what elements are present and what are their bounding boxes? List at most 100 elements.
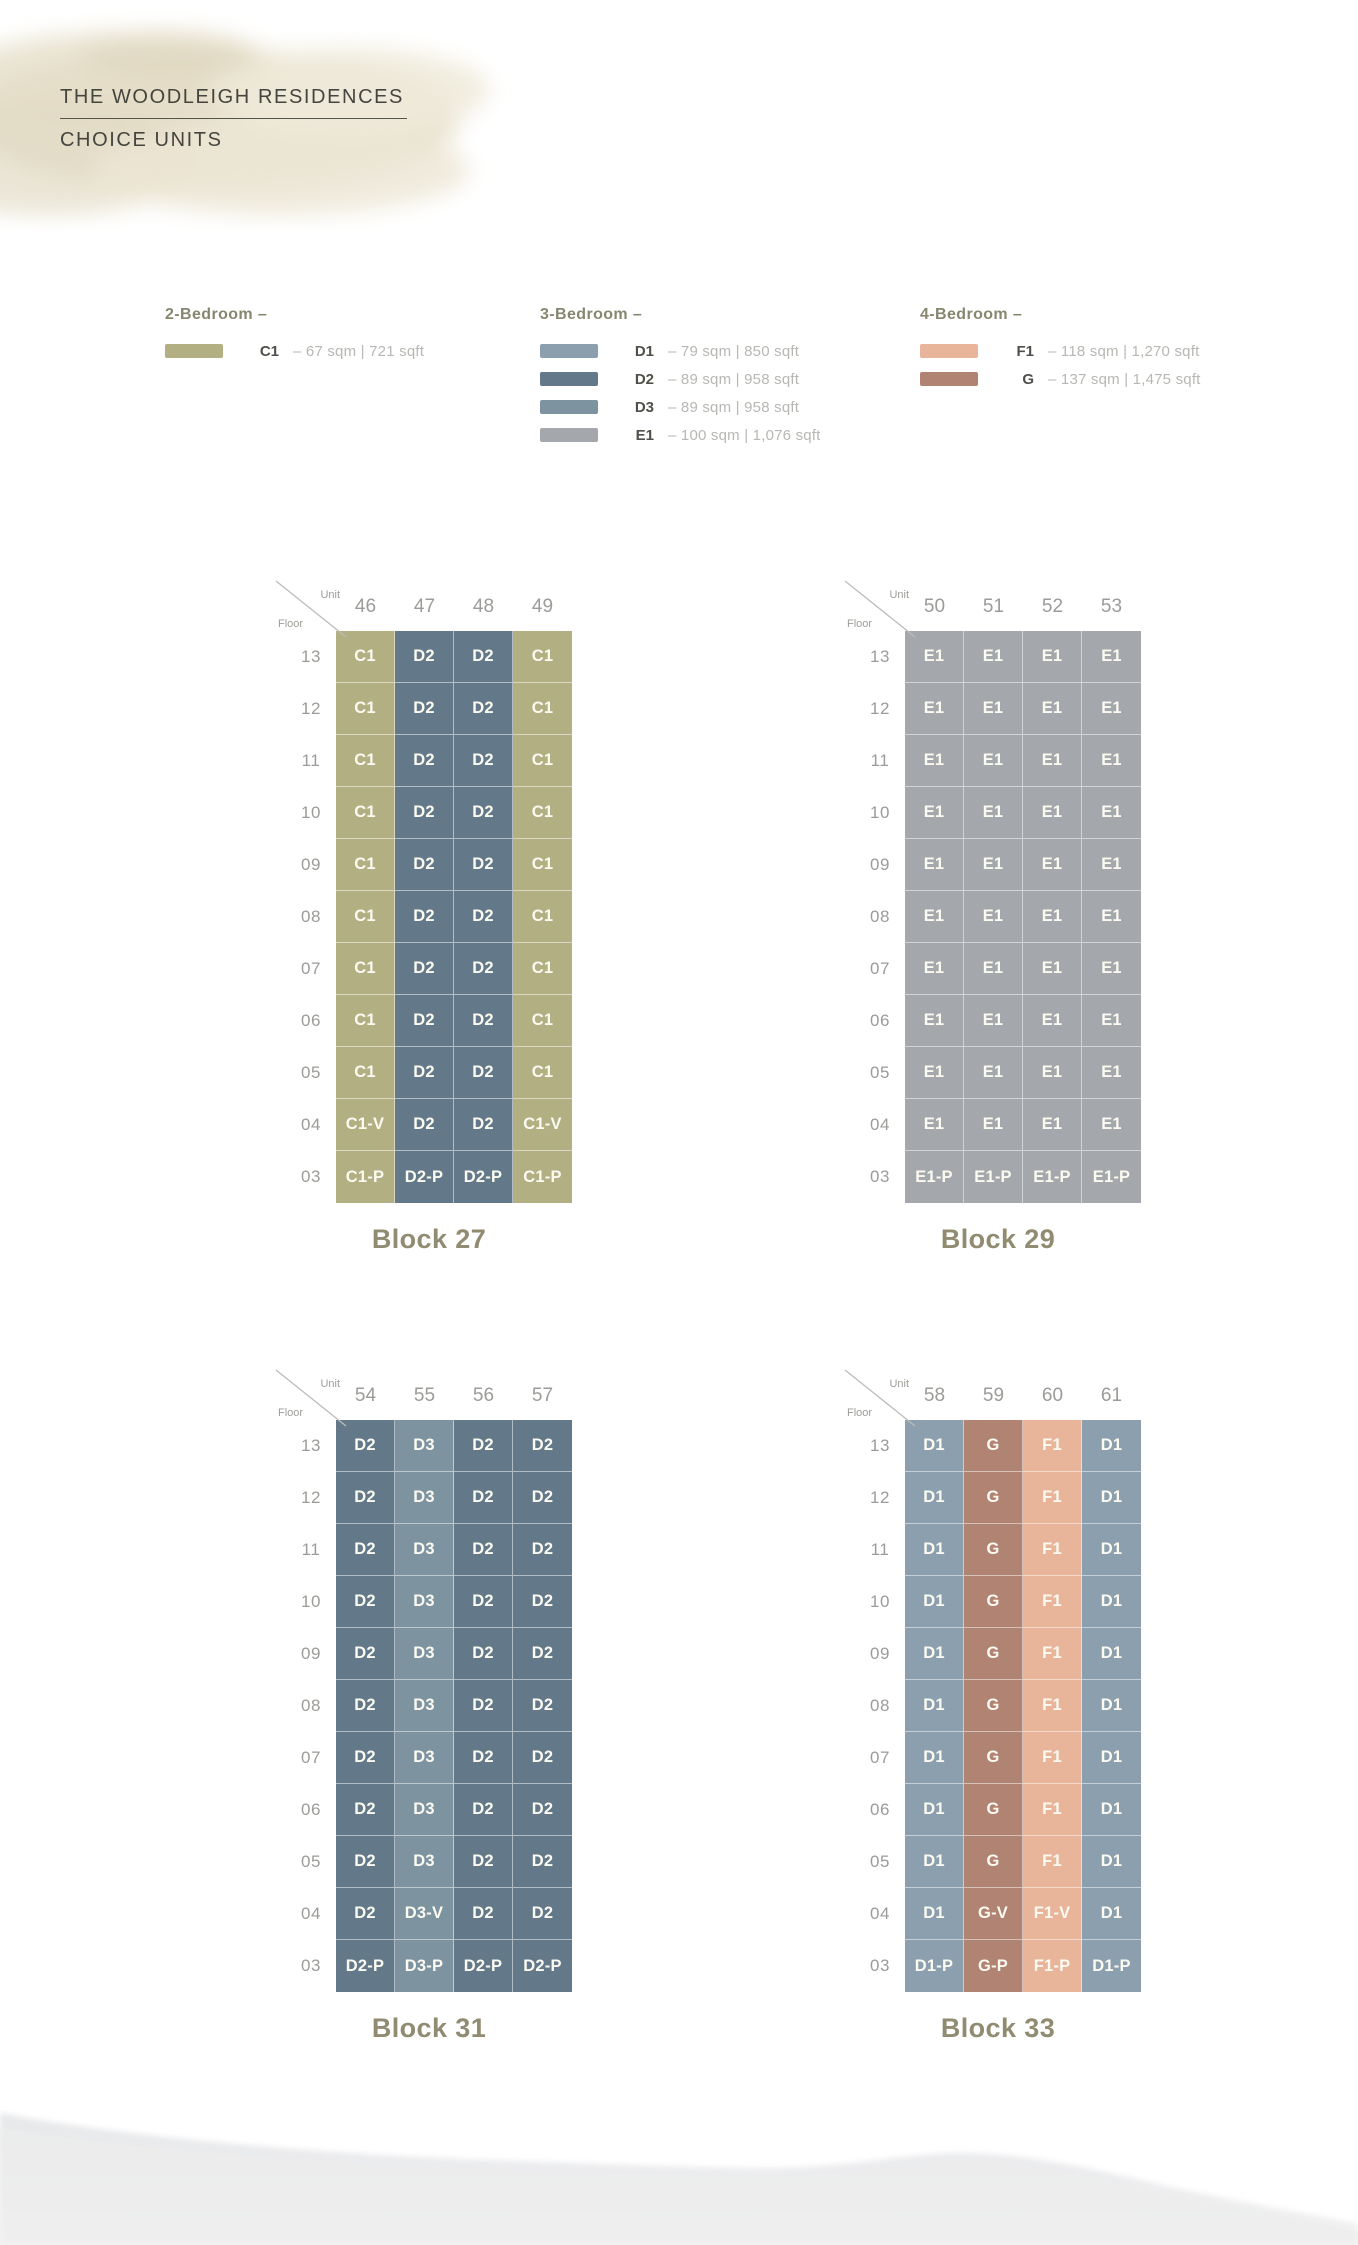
floor-label: 06	[870, 1800, 890, 1819]
unit-cell-56-floor-05: D2	[454, 1836, 513, 1888]
floor-row-13: 13 D2 D3 D2 D2	[286, 1420, 572, 1472]
legend-item-e1: E1 – 100 sqm | 1,076 sqft	[540, 421, 920, 449]
unit-cell-60-floor-03: F1-P	[1023, 1940, 1082, 1992]
unit-cell-61-floor-11: D1	[1082, 1524, 1141, 1576]
unit-cell-57-floor-06: D2	[513, 1784, 572, 1836]
unit-cell-58-floor-13: D1	[905, 1420, 964, 1472]
unit-cell-50-floor-12: E1	[905, 683, 964, 735]
floor-label: 10	[301, 803, 321, 822]
legend-group-heading: 2-Bedroom –	[165, 306, 268, 323]
unit-header-row: Unit Floor 46 47 48 49	[275, 580, 572, 638]
unit-cell-54-floor-11: D2	[336, 1524, 395, 1576]
unit-cell-60-floor-09: F1	[1023, 1628, 1082, 1680]
unit-cell-55-floor-03: D3-P	[395, 1940, 454, 1992]
floor-row-03: 03 D2-P D3-P D2-P D2-P	[286, 1940, 572, 1992]
unit-number-58: 58	[923, 1385, 946, 1406]
unit-cell-60-floor-11: F1	[1023, 1524, 1082, 1576]
unit-cell-60-floor-06: F1	[1023, 1784, 1082, 1836]
legend-swatch-c1	[165, 344, 223, 358]
floor-row-09: 09 D2 D3 D2 D2	[286, 1628, 572, 1680]
unit-cell-61-floor-08: D1	[1082, 1680, 1141, 1732]
unit-cell-59-floor-12: G	[964, 1472, 1023, 1524]
legend-size-label: – 89 sqm | 958 sqft	[668, 398, 800, 416]
legend-size-label: – 89 sqm | 958 sqft	[668, 370, 800, 388]
floor-label: 03	[870, 1167, 890, 1186]
unit-number-55: 55	[413, 1385, 436, 1406]
unit-cell-61-floor-03: D1-P	[1082, 1940, 1141, 1992]
floor-label: 09	[301, 1644, 321, 1663]
unit-cell-53-floor-06: E1	[1082, 995, 1141, 1047]
axis-floor-label: Floor	[278, 618, 304, 630]
floor-row-07: 07 D2 D3 D2 D2	[286, 1732, 572, 1784]
legend-group-4-bedroom: 4-Bedroom – F1 – 118 sqm | 1,270 sqft G – 13…	[920, 306, 1201, 449]
floor-label: 07	[870, 959, 890, 978]
unit-cell-58-floor-10: D1	[905, 1576, 964, 1628]
block-title: Block 33	[940, 2013, 1056, 2043]
unit-cell-52-floor-06: E1	[1023, 995, 1082, 1047]
unit-cell-50-floor-04: E1	[905, 1099, 964, 1151]
floor-label: 10	[870, 1592, 890, 1611]
legend-group-heading: 3-Bedroom –	[540, 306, 643, 323]
legend-group-3-bedroom: 3-Bedroom – D1 – 79 sqm | 850 sqft D2 – 89 s…	[540, 306, 920, 449]
unit-cell-46-floor-10: C1	[336, 787, 395, 839]
unit-cell-48-floor-10: D2	[454, 787, 513, 839]
unit-cell-61-floor-09: D1	[1082, 1628, 1141, 1680]
unit-cell-59-floor-08: G	[964, 1680, 1023, 1732]
unit-cell-47-floor-05: D2	[395, 1047, 454, 1099]
unit-cell-46-floor-04: C1-V	[336, 1099, 395, 1151]
unit-cell-58-floor-04: D1	[905, 1888, 964, 1940]
floor-row-08: 08 C1 D2 D2 C1	[286, 891, 572, 943]
floor-label: 05	[301, 1852, 321, 1871]
floor-row-12: 12 D1 G F1 D1	[855, 1472, 1141, 1524]
unit-cell-48-floor-11: D2	[454, 735, 513, 787]
unit-cell-51-floor-03: E1-P	[964, 1151, 1023, 1203]
unit-cell-52-floor-13: E1	[1023, 631, 1082, 683]
unit-cell-60-floor-12: F1	[1023, 1472, 1082, 1524]
legend-item-d2: D2 – 89 sqm | 958 sqft	[540, 365, 920, 393]
floor-row-11: 11 D2 D3 D2 D2	[286, 1524, 572, 1576]
unit-cell-60-floor-10: F1	[1023, 1576, 1082, 1628]
unit-cell-54-floor-05: D2	[336, 1836, 395, 1888]
unit-cell-48-floor-05: D2	[454, 1047, 513, 1099]
unit-cell-54-floor-03: D2-P	[336, 1940, 395, 1992]
unit-cell-53-floor-10: E1	[1082, 787, 1141, 839]
floor-row-13: 13 E1 E1 E1 E1	[855, 631, 1141, 683]
unit-cell-54-floor-07: D2	[336, 1732, 395, 1784]
floor-row-06: 06 C1 D2 D2 C1	[286, 995, 572, 1047]
unit-cell-55-floor-04: D3-V	[395, 1888, 454, 1940]
unit-cell-48-floor-08: D2	[454, 891, 513, 943]
unit-cell-53-floor-12: E1	[1082, 683, 1141, 735]
unit-cell-47-floor-06: D2	[395, 995, 454, 1047]
floor-label: 04	[301, 1904, 321, 1923]
legend-code-label: D1	[634, 342, 654, 360]
unit-cell-53-floor-04: E1	[1082, 1099, 1141, 1151]
unit-cell-59-floor-13: G	[964, 1420, 1023, 1472]
unit-cell-60-floor-04: F1-V	[1023, 1888, 1082, 1940]
floor-label: 04	[301, 1115, 321, 1134]
legend-code-label: D2	[634, 370, 654, 388]
unit-cell-54-floor-10: D2	[336, 1576, 395, 1628]
unit-cell-58-floor-12: D1	[905, 1472, 964, 1524]
unit-cell-48-floor-12: D2	[454, 683, 513, 735]
floor-label: 05	[870, 1852, 890, 1871]
floor-row-07: 07 D1 G F1 D1	[855, 1732, 1141, 1784]
unit-cell-48-floor-06: D2	[454, 995, 513, 1047]
unit-cell-49-floor-10: C1	[513, 787, 572, 839]
unit-cell-49-floor-07: C1	[513, 943, 572, 995]
unit-cell-49-floor-09: C1	[513, 839, 572, 891]
unit-number-51: 51	[982, 596, 1005, 617]
floor-label: 04	[870, 1115, 890, 1134]
floor-label: 09	[870, 1644, 890, 1663]
unit-cell-51-floor-05: E1	[964, 1047, 1023, 1099]
legend-size-label: – 67 sqm | 721 sqft	[293, 342, 425, 360]
unit-cell-58-floor-09: D1	[905, 1628, 964, 1680]
unit-cell-49-floor-06: C1	[513, 995, 572, 1047]
unit-cell-61-floor-05: D1	[1082, 1836, 1141, 1888]
unit-cell-50-floor-09: E1	[905, 839, 964, 891]
unit-cell-60-floor-07: F1	[1023, 1732, 1082, 1784]
unit-cell-57-floor-10: D2	[513, 1576, 572, 1628]
floor-row-05: 05 D1 G F1 D1	[855, 1836, 1141, 1888]
unit-cell-48-floor-03: D2-P	[454, 1151, 513, 1203]
header: THE WOODLEIGH RESIDENCES CHOICE UNITS	[60, 86, 407, 152]
floor-row-03: 03 E1-P E1-P E1-P E1-P	[855, 1151, 1141, 1203]
